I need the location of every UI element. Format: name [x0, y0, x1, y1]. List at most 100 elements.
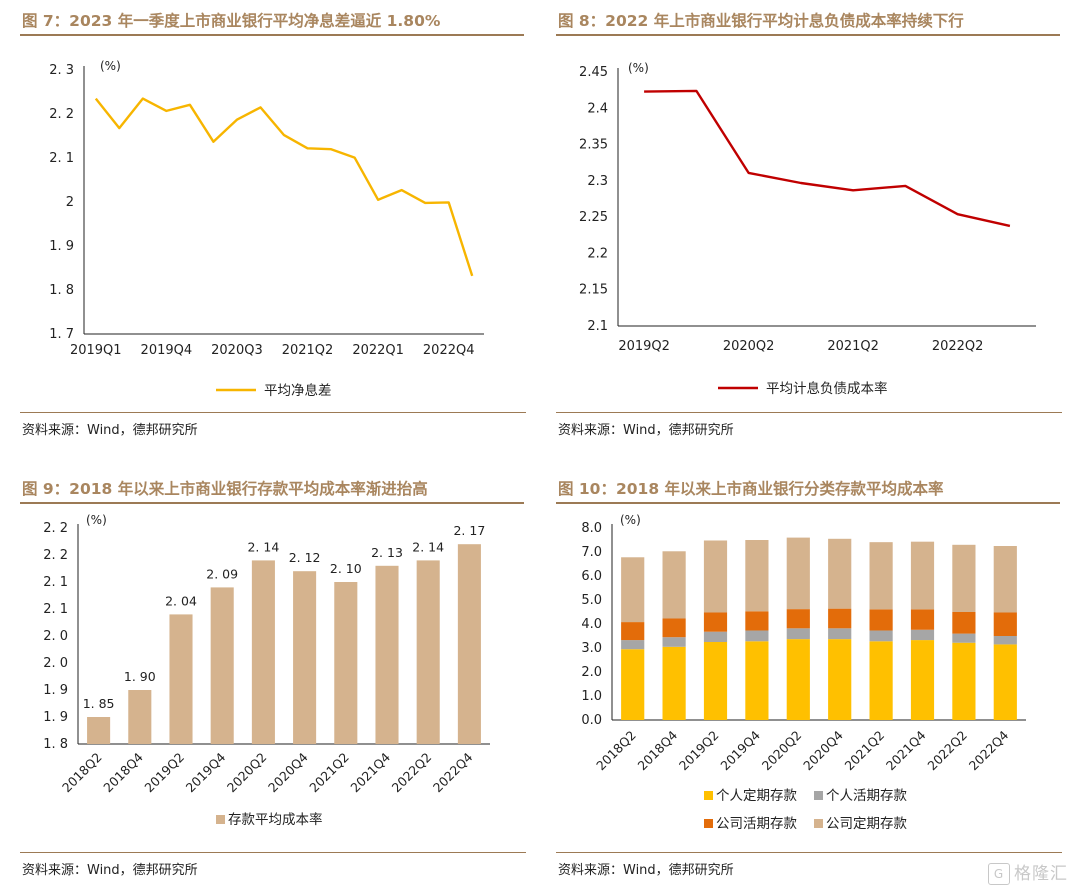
x-tick-label: 2021Q2: [306, 750, 352, 796]
x-tick-label: 2020Q2: [723, 339, 775, 354]
y-tick-label: 2.1: [587, 319, 608, 334]
y-tick-label: 2.2: [587, 246, 608, 261]
bar-segment: [621, 557, 645, 623]
legend-label: 平均计息负债成本率: [766, 380, 888, 397]
legend-swatch: [704, 791, 713, 800]
bar-segment: [869, 542, 893, 610]
y-tick-label: 2: [66, 195, 74, 210]
bar-segment: [745, 630, 769, 642]
legend-swatch: [216, 815, 225, 824]
x-tick-label: 2022Q4: [423, 343, 475, 358]
legend-swatch: [704, 819, 713, 828]
series-line: [644, 89, 1011, 228]
figure-7-title: 图 7：2023 年一季度上市商业银行平均净息差逼近 1.80%: [20, 8, 524, 36]
bar: [334, 582, 358, 744]
legend-swatch: [814, 791, 823, 800]
bar-segment: [828, 628, 852, 640]
bar-segment: [869, 641, 893, 720]
bar-segment: [621, 640, 645, 650]
x-tick-label: 2022Q1: [352, 343, 404, 358]
x-tick-label: 2022Q2: [924, 728, 970, 774]
y-tick-label: 1. 9: [49, 239, 74, 254]
bar-segment: [910, 541, 935, 610]
data-label: 1. 85: [83, 696, 115, 711]
legend-swatch: [814, 819, 823, 828]
y-tick-label: 2. 1: [43, 575, 68, 590]
x-tick-label: 2020Q3: [211, 343, 263, 358]
x-tick-label: 2020Q4: [800, 727, 846, 773]
data-label: 2. 10: [330, 561, 362, 576]
bar-segment: [745, 611, 769, 631]
bar-segment: [621, 649, 645, 720]
figure-7-source: 资料来源：Wind，德邦研究所: [20, 412, 526, 438]
series-line: [94, 97, 474, 277]
bar-segment: [869, 630, 893, 642]
x-tick-label: 2022Q4: [966, 727, 1012, 773]
y-tick-label: 7.0: [581, 545, 602, 560]
figure-9-chart: 1. 8 1. 9 1. 9 2. 0 2. 0 2. 1 2. 1 2. 2 2. 2 (%) 2…: [43, 513, 490, 828]
y-tick-label: 2. 1: [43, 602, 68, 617]
bar-segment: [745, 540, 769, 612]
figure-7-chart: 1. 7 1. 8 1. 9 2 2. 1 2. 2 2. 3 (%) 2019Q1 2019Q4…: [49, 59, 484, 399]
data-label: 2. 14: [412, 539, 444, 554]
legend-label: 个人活期存款: [826, 788, 907, 804]
bar-segment: [703, 631, 728, 642]
y-tick-label: 2. 3: [49, 63, 74, 78]
figure-10-source: 资料来源：Wind，德邦研究所: [556, 852, 1062, 878]
unit-label: (%): [86, 513, 107, 527]
bar-segment: [786, 609, 810, 629]
data-label: 2. 14: [247, 539, 279, 554]
bar-segment: [662, 618, 686, 638]
legend-label: 平均净息差: [264, 382, 332, 399]
bar-segment: [993, 612, 1017, 636]
bar-segment: [952, 642, 976, 720]
x-tick-label: 2018Q2: [593, 728, 639, 774]
bar: [375, 565, 399, 744]
bar: [457, 544, 481, 744]
x-tick-label: 2019Q4: [183, 749, 229, 795]
x-tick-label: 2019Q2: [618, 339, 670, 354]
bar-segment: [910, 640, 935, 720]
bar-segment: [662, 637, 686, 647]
data-label: 2. 17: [453, 523, 485, 538]
figure-9-source: 资料来源：Wind，德邦研究所: [20, 852, 526, 878]
y-tick-label: 2.25: [579, 210, 608, 225]
bar-segment: [952, 544, 976, 612]
x-tick-label: 2021Q2: [827, 339, 879, 354]
watermark-text: 格隆汇: [1014, 864, 1068, 884]
figure-10-chart: 0.0 1.0 2.0 3.0 4.0 5.0 6.0 7.0 8.0 (%) 2018Q22018…: [581, 513, 1026, 832]
bar-segment: [786, 639, 810, 720]
figure-7-panel: 图 7：2023 年一季度上市商业银行平均净息差逼近 1.80% 1. 7 1. …: [20, 8, 526, 438]
x-tick-label: 2021Q2: [282, 343, 334, 358]
x-tick-label: 2021Q4: [347, 749, 393, 795]
bar-segment: [703, 540, 728, 613]
x-tick-label: 2020Q4: [265, 749, 311, 795]
x-tick-label: 2019Q4: [141, 343, 193, 358]
data-label: 2. 09: [206, 566, 238, 581]
bar-segment: [869, 609, 893, 631]
bar-segment: [993, 644, 1017, 720]
data-label: 2. 12: [289, 550, 321, 565]
bar-segment: [662, 646, 686, 720]
legend-label: 个人定期存款: [716, 788, 797, 804]
data-label: 2. 04: [165, 593, 197, 608]
bar: [293, 571, 317, 744]
x-tick-label: 2020Q2: [224, 750, 270, 796]
y-tick-label: 0.0: [581, 713, 602, 728]
bar: [416, 560, 440, 744]
figure-9-panel: 图 9：2018 年以来上市商业银行存款平均成本率渐进抬高 1. 8 1. 9 1.…: [20, 476, 526, 878]
y-tick-label: 2. 2: [49, 107, 74, 122]
watermark-logo: G 格隆汇: [988, 859, 1068, 885]
figure-10-panel: 图 10：2018 年以来上市商业银行分类存款平均成本率 0.0 1.0 2.0 3.…: [556, 476, 1062, 878]
y-tick-label: 2.3: [587, 174, 608, 189]
y-tick-label: 2. 1: [49, 151, 74, 166]
y-tick-label: 1.0: [581, 689, 602, 704]
bar-segment: [703, 612, 728, 632]
y-tick-label: 1. 9: [43, 683, 68, 698]
y-tick-label: 1. 7: [49, 327, 74, 342]
legend-label: 存款平均成本率: [228, 811, 323, 828]
y-tick-label: 6.0: [581, 569, 602, 584]
y-tick-label: 4.0: [581, 617, 602, 632]
x-tick-label: 2022Q2: [389, 750, 435, 796]
x-tick-label: 2022Q4: [430, 749, 476, 795]
